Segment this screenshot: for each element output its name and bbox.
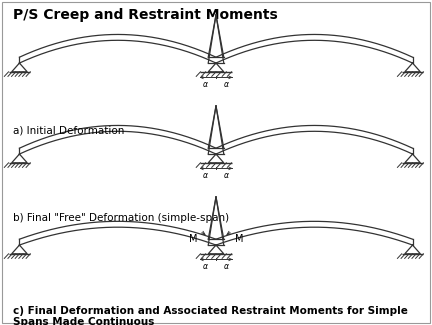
Text: α: α	[224, 80, 229, 89]
Text: α: α	[203, 171, 208, 180]
Text: α: α	[203, 262, 208, 271]
Text: c) Final Deformation and Associated Restraint Moments for Simple
Spans Made Cont: c) Final Deformation and Associated Rest…	[13, 306, 408, 325]
Text: b) Final "Free" Deformation (simple-span): b) Final "Free" Deformation (simple-span…	[13, 213, 229, 223]
Text: α: α	[224, 262, 229, 271]
Text: M: M	[189, 234, 197, 244]
Text: M: M	[235, 234, 243, 244]
Text: α: α	[203, 80, 208, 89]
Text: α: α	[224, 171, 229, 180]
Text: P/S Creep and Restraint Moments: P/S Creep and Restraint Moments	[13, 8, 278, 22]
Text: a) Initial Deformation: a) Initial Deformation	[13, 125, 124, 135]
